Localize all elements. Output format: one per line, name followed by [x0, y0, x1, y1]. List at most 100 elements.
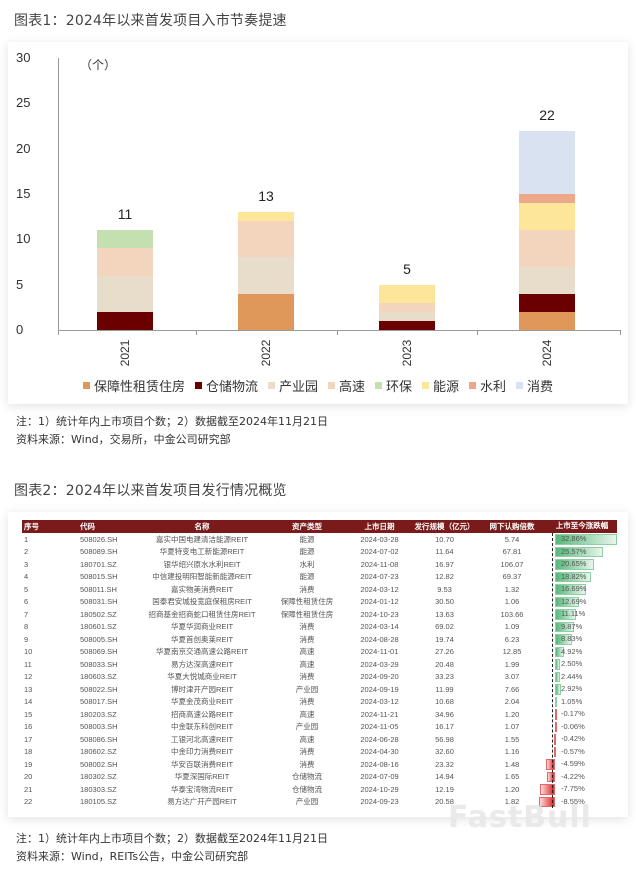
header-change-since-listing: 上市至今涨跌幅	[555, 521, 609, 530]
cell-change-since-listing: -7.75%	[540, 783, 617, 796]
cell-change-since-listing: -4.59%	[546, 758, 617, 771]
data-bar	[555, 534, 617, 545]
legend-label: 能源	[433, 380, 460, 395]
bar-total-label: 22	[539, 106, 555, 123]
cell-name: 华夏金茂商业REIT	[170, 697, 234, 707]
cell-issue-size: 16.97	[435, 559, 454, 569]
cell-code: 180302.SZ	[80, 772, 117, 782]
legend-item: 环保	[375, 376, 412, 395]
cell-asset-type: 产业园	[295, 722, 319, 732]
cell-code: 508011.SH	[80, 584, 117, 594]
table-row: 3 180701.SZ 银华绍兴原水水利REIT 水利 2024-11-08 16.97 1…	[22, 558, 617, 571]
figure2-note: 注：1）统计年内上市项目个数；2）数据截至2024年11月21日	[16, 832, 328, 845]
cell-issue-size: 23.32	[435, 759, 454, 769]
cell-issue-size: 27.26	[435, 647, 454, 657]
change-value: 18.82%	[561, 571, 587, 581]
cell-name: 华夏大悦城商业REIT	[167, 672, 237, 682]
cell-code: 508015.SH	[80, 572, 118, 582]
cell-issue-size: 13.63	[435, 609, 454, 619]
bar-segment	[238, 221, 294, 258]
cell-listing-date: 2024-11-01	[360, 647, 399, 657]
cell-change-since-listing: 20.65%	[547, 558, 617, 571]
table-body: 1 508026.SH 嘉实中国电建清洁能源REIT 能源 2024-03-28 10.7…	[22, 533, 617, 808]
cell-code: 180603.SZ	[80, 672, 117, 682]
header-subscription-multiple: 网下认购倍数	[489, 522, 535, 531]
cell-code: 180601.SZ	[80, 622, 117, 632]
watermark-logo: FastBull	[448, 800, 592, 835]
cell-no: 16	[24, 722, 33, 732]
cell-code: 508003.SH	[80, 722, 118, 732]
legend-swatch-icon	[469, 382, 477, 389]
y-tick-label: 25	[16, 95, 31, 111]
cell-subscription-multiple: 1.32	[504, 584, 520, 594]
table-row: 10 508069.SH 华夏南京交通高速公路REIT 高速 2024-11-01 27.…	[22, 646, 617, 659]
x-tick-label: 2023	[400, 339, 414, 367]
table-row: 17 508086.SH 工银河北高速REIT 高速 2024-06-28 56.98 1.…	[22, 733, 617, 746]
cell-code: 508086.SH	[80, 734, 118, 744]
cell-asset-type: 高速	[299, 734, 315, 744]
cell-no: 20	[24, 772, 33, 782]
bar-2023	[379, 0, 435, 872]
cell-listing-date: 2024-11-21	[360, 709, 399, 719]
cell-name: 中金联东科创REIT	[170, 722, 234, 732]
cell-change-since-listing: 12.69%	[547, 596, 617, 609]
legend-label: 保障性租赁住房	[93, 380, 185, 395]
change-value: 9.87%	[561, 621, 583, 631]
cell-listing-date: 2024-08-28	[360, 634, 399, 644]
bar-2024	[519, 0, 575, 872]
cell-listing-date: 2024-11-08	[360, 559, 399, 569]
x-tick-mark	[58, 330, 59, 335]
cell-listing-date: 2024-04-30	[360, 747, 399, 757]
table-row: 20 180302.SZ 华夏深国际REIT 仓储物流 2024-07-09 14.94 1…	[22, 771, 617, 784]
cell-change-since-listing: 16.69%	[547, 583, 617, 596]
data-bar	[555, 546, 604, 557]
cell-name: 招商高速公路REIT	[170, 709, 234, 719]
bar-segment	[97, 230, 153, 249]
cell-no: 22	[24, 797, 33, 807]
cell-name: 国泰君安城投宽庭保租房REIT	[152, 597, 252, 607]
cell-change-since-listing: -0.06%	[547, 721, 617, 734]
cell-asset-type: 能源	[299, 572, 315, 582]
data-bar	[555, 596, 579, 607]
y-axis	[58, 58, 59, 331]
cell-no: 6	[24, 597, 29, 607]
cell-no: 13	[24, 684, 33, 694]
cell-listing-date: 2024-03-14	[360, 622, 399, 632]
change-value: 2.50%	[561, 659, 583, 668]
x-axis	[58, 330, 620, 331]
x-tick-mark	[477, 330, 478, 335]
data-bar	[546, 759, 555, 770]
header-name: 名称	[194, 522, 210, 531]
cell-listing-date: 2024-07-02	[360, 547, 399, 557]
cell-issue-size: 69.02	[435, 622, 454, 632]
cell-no: 4	[24, 572, 29, 582]
table-row: 5 508011.SH 嘉实物美消费REIT 消费 2024-03-12 9.53 1.32…	[22, 583, 617, 596]
cell-no: 17	[24, 734, 33, 744]
cell-no: 21	[24, 784, 33, 794]
cell-no: 15	[24, 709, 33, 719]
cell-change-since-listing: -0.42%	[547, 733, 617, 746]
cell-listing-date: 2024-03-28	[360, 534, 399, 544]
bar-segment	[379, 311, 435, 321]
x-tick-mark	[337, 330, 338, 335]
change-value: -4.22%	[561, 771, 585, 781]
cell-code: 508033.SH	[80, 659, 118, 669]
cell-change-since-listing: 2.44%	[547, 671, 617, 684]
table-row: 11 508033.SH 易方达深高速REIT 高速 2024-03-29 20.48 1.…	[22, 658, 617, 671]
cell-name: 华夏特变电工新能源REIT	[159, 547, 245, 557]
cell-issue-size: 12.19	[435, 784, 454, 794]
data-bar	[555, 571, 591, 582]
cell-no: 12	[24, 672, 33, 682]
cell-subscription-multiple: 12.85	[502, 647, 522, 657]
data-bar	[555, 584, 587, 595]
change-value: -0.17%	[561, 709, 585, 718]
change-value: -0.42%	[561, 734, 585, 743]
cell-issue-size: 14.94	[435, 772, 454, 782]
legend-item: 消费	[516, 376, 553, 395]
cell-name: 嘉实物美消费REIT	[170, 584, 234, 594]
legend-label: 高速	[338, 380, 365, 395]
cell-change-since-listing: 1.05%	[547, 696, 617, 709]
table-header: 序号 代码 名称 资产类型 上市日期 发行规模（亿元） 网下认购倍数 上市至今涨…	[22, 520, 617, 533]
cell-asset-type: 高速	[299, 647, 315, 657]
legend-swatch-icon	[194, 382, 202, 389]
